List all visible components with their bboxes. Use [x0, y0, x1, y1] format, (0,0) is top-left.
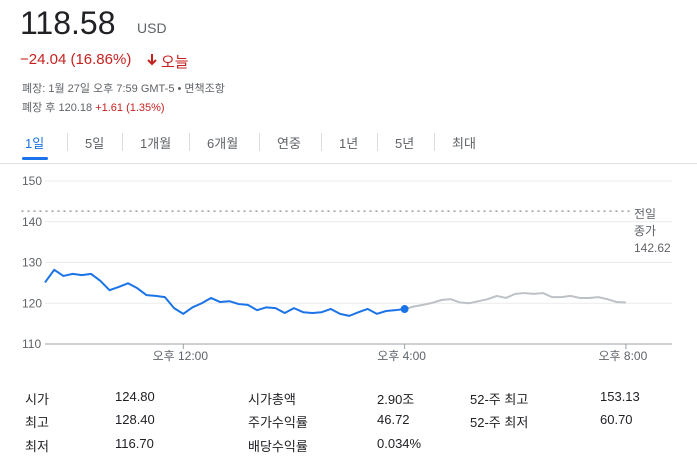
stat-label: 시가 [25, 392, 49, 407]
stat-value: 128.40 [115, 412, 155, 427]
disclaimer[interactable]: 면책조항 [184, 83, 225, 95]
tab-separator [189, 133, 190, 151]
y-tick-label: 140 [22, 215, 42, 229]
stat-label: 주가수익률 [248, 415, 308, 430]
range-tab[interactable]: 1년 [339, 136, 359, 151]
stat-label: 시가총액 [248, 392, 296, 407]
after-hours-label: 폐장 후 120.18 [22, 102, 93, 114]
tab-separator [321, 133, 322, 151]
chart: 110 120 130 140 150 오후 12:00 오후 4:00 오후 8:00 전일종… [21, 174, 672, 363]
previous-close-value: 142.62 [634, 241, 671, 255]
y-tick-label: 130 [22, 256, 42, 270]
stat-label: 52-주 최고 [470, 392, 529, 407]
down-arrow [147, 54, 157, 66]
stat-value: 116.70 [115, 436, 154, 451]
after-hours: 폐장 후 120.18 +1.61 (1.35%) [22, 99, 165, 115]
tab-separator [434, 133, 435, 151]
after-hours-change: +1.61 (1.35%) [95, 102, 165, 114]
tab-separator [67, 133, 68, 151]
previous-close-label: 전일 [634, 207, 656, 221]
price-line [44, 268, 405, 317]
y-tick-label: 110 [22, 337, 41, 351]
range-tab[interactable]: 5년 [395, 136, 415, 151]
stat-label: 최저 [25, 439, 49, 454]
range-tab[interactable]: 1일 [25, 136, 45, 151]
range-tab[interactable]: 연중 [277, 136, 301, 151]
price: 118.58 [20, 5, 116, 41]
stat-value: 60.70 [600, 412, 633, 427]
divider [0, 163, 697, 164]
stat-value: 0.034% [377, 436, 422, 451]
active-tab-underline [22, 157, 48, 160]
x-tick-label: 오후 8:00 [599, 349, 648, 363]
stat-label: 52-주 최저 [470, 415, 529, 430]
closed-time: 폐장: 1월 27일 오후 7:59 GMT-5 [22, 83, 175, 95]
tab-separator [122, 133, 123, 151]
x-tick-label: 오후 12:00 [153, 349, 209, 363]
status-line: 폐장: 1월 27일 오후 7:59 GMT-5 • 면책조항 [22, 80, 225, 96]
stat-value: 46.72 [377, 412, 410, 427]
range-tab[interactable]: 5일 [85, 136, 105, 151]
change: −24.04 (16.86%) [20, 51, 132, 68]
previous-close-label: 종가 [634, 224, 656, 238]
stat-value: 2.90조 [377, 392, 415, 407]
tab-separator [377, 133, 378, 151]
today: 오늘 [161, 54, 189, 71]
current-point [400, 305, 409, 314]
range-tab[interactable]: 최대 [452, 136, 476, 151]
range-tab[interactable]: 1개월 [140, 136, 172, 151]
stat-label: 최고 [25, 415, 49, 430]
bullet: • [177, 83, 182, 95]
tab-separator [259, 133, 260, 151]
stat-label: 배당수익률 [248, 439, 308, 454]
currency: USD [137, 20, 167, 36]
y-tick-label: 120 [22, 296, 42, 310]
stat-value: 124.80 [115, 389, 155, 404]
x-tick-label: 오후 4:00 [377, 349, 426, 363]
price-line [404, 292, 626, 311]
stat-value: 153.13 [600, 389, 640, 404]
y-tick-label: 150 [22, 174, 42, 188]
range-tab[interactable]: 6개월 [207, 136, 239, 151]
